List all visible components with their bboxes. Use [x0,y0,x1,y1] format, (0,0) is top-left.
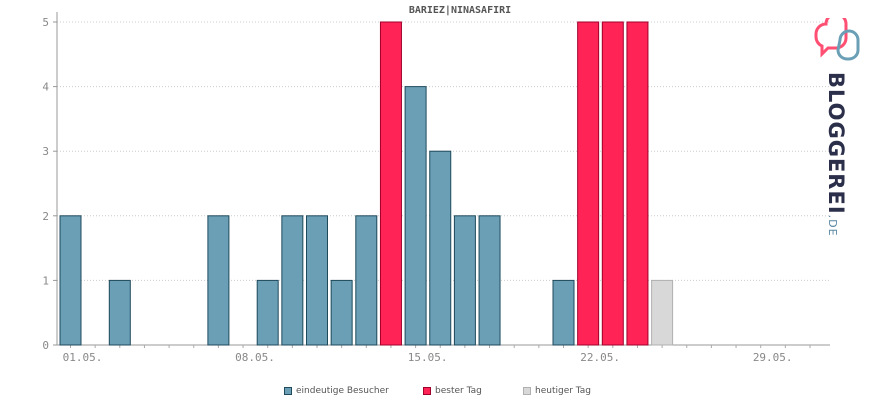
logo-main-text: BLOGGEREI [824,72,848,215]
bar-day-25[interactable] [651,279,674,346]
logo-wordmark: BLOGGEREI.DE [824,72,848,237]
bar-day-18[interactable] [478,215,501,346]
logo-suffix-text: .DE [826,214,839,237]
y-tick-label: 0 [42,339,49,352]
x-tick-label: 01.05. [63,351,103,364]
bar-day-14[interactable] [379,21,402,346]
bar-day-10[interactable] [281,215,304,346]
legend-swatch-today [523,387,531,395]
bar-day-24[interactable] [626,21,649,346]
bar-day-17[interactable] [453,215,476,346]
bar-day-11[interactable] [306,215,328,346]
legend-item-today: heutiger Tag [523,386,591,396]
bar-day-16[interactable] [429,150,452,346]
y-tick-label: 4 [42,81,49,94]
y-tick-label: 1 [42,274,49,287]
x-tick-label: 08.05. [235,351,275,364]
legend-swatch-visitors [284,387,292,395]
y-tick-label: 3 [42,145,49,158]
bar-day-22[interactable] [577,21,600,346]
bar-day-7[interactable] [207,215,230,346]
bar-day-12[interactable] [330,279,353,346]
bar-day-21[interactable] [552,279,575,346]
x-tick-label: 29.05. [753,351,793,364]
y-tick-label: 5 [42,16,49,29]
legend-label-visitors: eindeutige Besucher [296,386,389,396]
bar-day-1[interactable] [59,215,82,346]
bar-day-23[interactable] [601,21,624,346]
bar-day-15[interactable] [404,86,427,346]
legend-swatch-best-day [423,387,431,395]
x-tick-label: 22.05. [580,351,620,364]
legend-label-best-day: bester Tag [435,386,482,396]
bar-day-13[interactable] [355,215,378,346]
bar-day-3[interactable] [108,279,131,346]
bar-day-9[interactable] [256,279,279,346]
legend-item-best-day: bester Tag [423,386,482,396]
legend-item-visitors: eindeutige Besucher [284,386,389,396]
x-tick-label: 15.05. [408,351,448,364]
y-tick-label: 2 [42,210,49,223]
logo-bubbles-icon [814,12,860,61]
legend-label-today: heutiger Tag [535,386,592,396]
chart-title: BARIEZ|NINASAFIRI [408,5,512,16]
